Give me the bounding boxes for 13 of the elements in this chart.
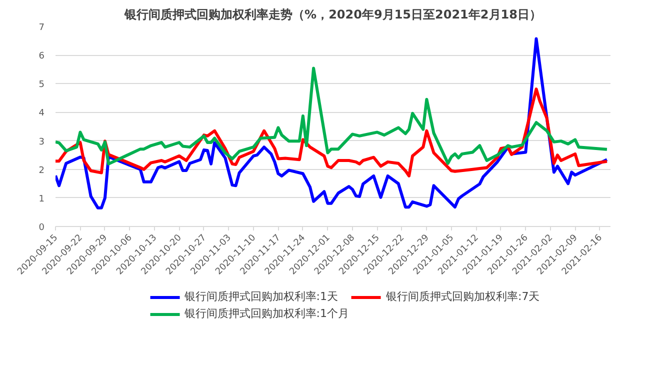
y-tick-label: 3 [38,137,45,148]
legend-label: 银行间质押式回购加权利率:1个月 [184,306,349,321]
y-tick-label: 1 [38,194,45,204]
y-tick-label: 7 [38,23,45,33]
y-tick-label: 4 [38,108,45,119]
chart-title: 银行间质押式回购加权利率走势（%，2020年9月15日至2021年2月18日） [124,8,542,22]
y-tick-label: 0 [38,223,45,233]
line-series [56,66,608,166]
y-tick-label: 6 [38,52,45,62]
legend-label: 银行间质押式回购加权利率:1天 [184,289,338,304]
y-tick-label: 5 [38,80,45,90]
y-tick-label: 2 [38,166,45,176]
legend-label: 银行间质押式回购加权利率:7天 [386,289,540,304]
